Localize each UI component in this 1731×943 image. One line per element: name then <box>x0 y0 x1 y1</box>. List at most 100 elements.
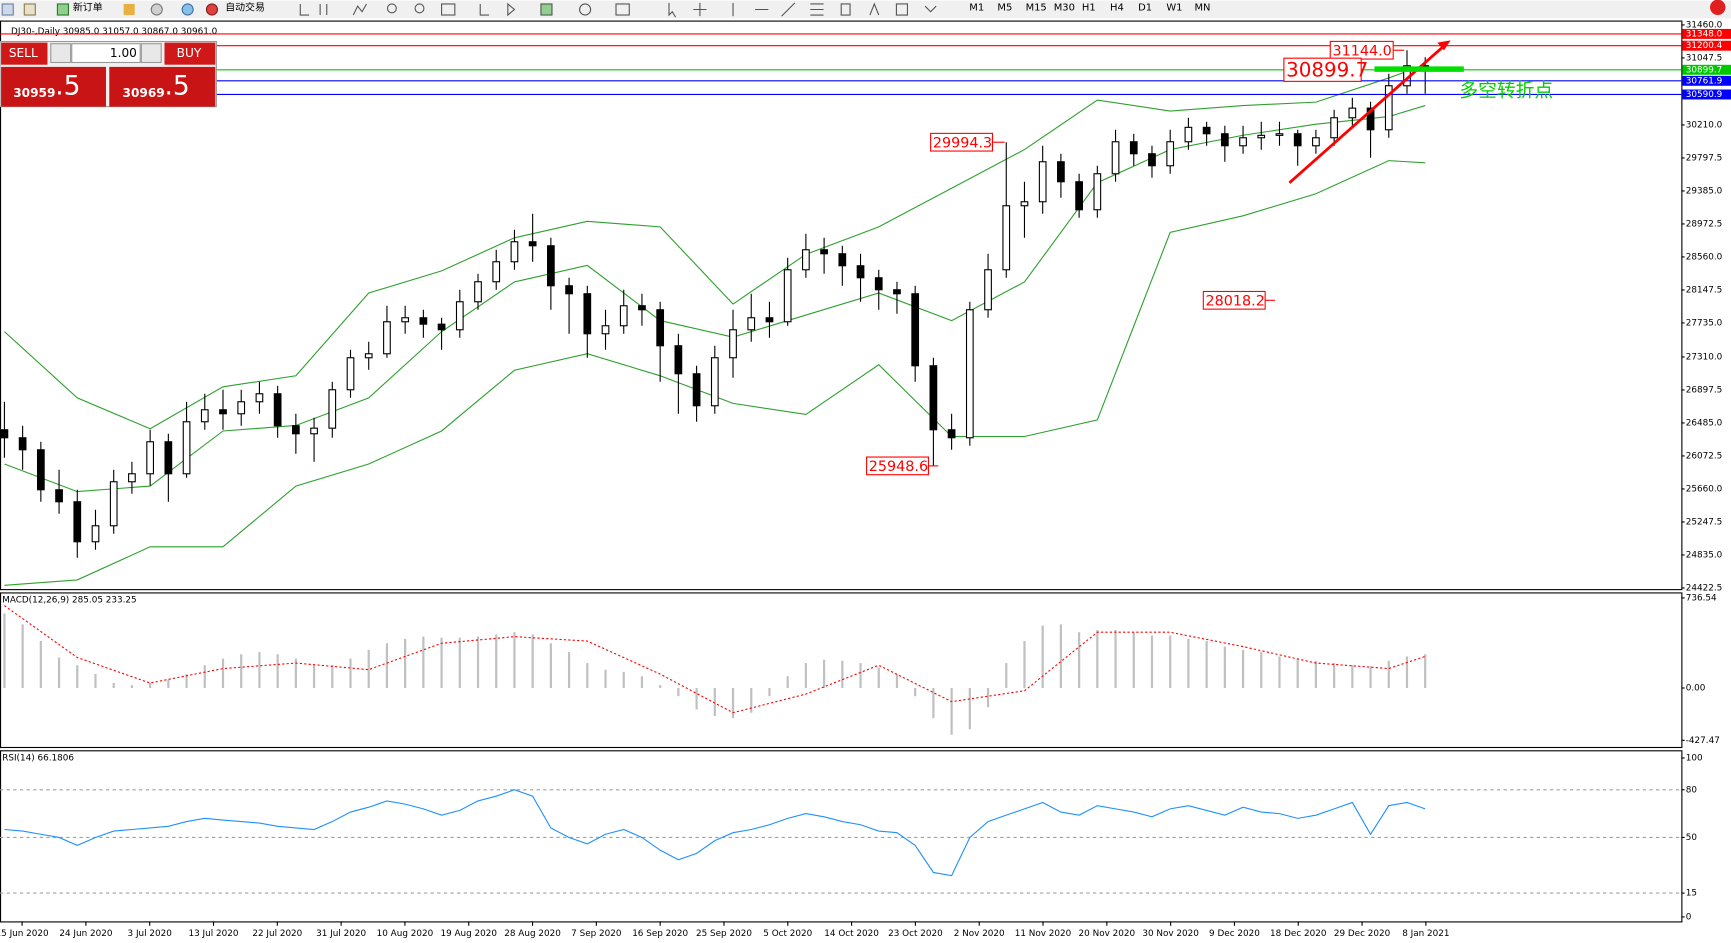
volume-up[interactable] <box>140 43 162 64</box>
macd-bar <box>167 679 170 689</box>
icon[interactable] <box>414 3 425 14</box>
y-tick-label: 26072.5 <box>1686 451 1723 461</box>
icon[interactable] <box>615 3 630 16</box>
y-tick-label: 27735.0 <box>1686 318 1723 328</box>
macd-bar <box>1351 665 1354 689</box>
macd-bar <box>986 688 990 708</box>
sell-button[interactable] <box>1 42 48 65</box>
macd-bar <box>1314 660 1318 689</box>
macd-bar <box>1205 641 1208 689</box>
icon[interactable] <box>386 3 397 14</box>
icon[interactable] <box>441 3 456 16</box>
macd-bar <box>804 663 807 689</box>
icon[interactable] <box>1 3 14 16</box>
candle-body <box>346 357 355 391</box>
macd-bar <box>240 654 243 689</box>
candle-body <box>164 441 173 475</box>
volume[interactable]: 1.00 <box>110 46 137 60</box>
icon[interactable] <box>123 3 135 16</box>
alert-icon[interactable] <box>1710 0 1726 16</box>
macd-bar <box>1187 638 1190 689</box>
macd-bar <box>677 688 680 697</box>
period-button[interactable]: M15 <box>1026 2 1047 13</box>
period-button[interactable]: M30 <box>1054 2 1075 13</box>
arrow-head <box>1437 40 1451 51</box>
period-button[interactable]: M5 <box>997 2 1012 13</box>
period-button[interactable]: H1 <box>1082 2 1096 13</box>
candle-body <box>1075 181 1083 211</box>
macd-bar <box>112 682 115 689</box>
volume-down[interactable] <box>50 43 72 64</box>
y-tick-label: 24835.0 <box>1686 550 1723 560</box>
x-tick-label: 22 Jul 2020 <box>252 929 302 939</box>
bid-main[interactable]: 30959 <box>13 86 55 100</box>
icon-new-order[interactable] <box>56 3 69 16</box>
x-tick-label: 16 Sep 2020 <box>632 929 688 939</box>
volume-box[interactable] <box>71 43 141 64</box>
candle-body <box>656 309 665 347</box>
macd-bar <box>276 654 279 689</box>
macd-bar <box>57 657 61 689</box>
ask-pip[interactable]: .5 <box>164 70 189 101</box>
y-tick-label: 24422.5 <box>1686 583 1723 593</box>
candle-body <box>783 269 792 323</box>
annotation-label: 31144.0 <box>1332 43 1391 59</box>
macd-bar <box>531 634 534 689</box>
annotation-box <box>866 456 929 476</box>
icon[interactable] <box>479 2 516 17</box>
candle-body <box>255 393 264 403</box>
macd-bar <box>786 676 789 689</box>
icon[interactable] <box>540 3 553 16</box>
pivot-note: 多空转折点 <box>1459 80 1553 102</box>
candle-body <box>383 321 391 355</box>
candle-body <box>109 481 118 527</box>
x-tick-label: 5 Oct 2020 <box>763 929 812 939</box>
bid-pip[interactable]: .5 <box>55 70 80 101</box>
annotation-label: 29994.3 <box>933 135 992 151</box>
icon[interactable] <box>668 2 937 18</box>
macd-bar <box>495 634 498 689</box>
y-tick-label: 15 <box>1686 889 1697 899</box>
period-button[interactable]: H4 <box>1110 2 1124 13</box>
candle-body <box>18 437 27 451</box>
period-button[interactable]: W1 <box>1166 2 1182 13</box>
ask-box[interactable] <box>109 66 216 107</box>
new-order[interactable]: 新订单 <box>73 0 103 13</box>
x-tick-label: 10 Aug 2020 <box>377 929 434 939</box>
buy-button[interactable] <box>164 42 216 65</box>
icon-auto-trading[interactable] <box>205 3 219 16</box>
ask-main[interactable]: 30969 <box>123 86 165 100</box>
candle-body <box>565 285 573 295</box>
icon[interactable] <box>181 3 194 16</box>
period-button[interactable]: D1 <box>1138 2 1152 13</box>
macd-bar <box>877 667 880 689</box>
icon[interactable] <box>579 3 592 16</box>
level-tag <box>1682 75 1731 86</box>
buy-label[interactable]: BUY <box>177 46 202 60</box>
period-button[interactable]: M1 <box>969 2 984 13</box>
x-tick-label: 29 Dec 2020 <box>1334 929 1391 939</box>
icon[interactable] <box>352 3 367 16</box>
candle-body <box>947 429 956 439</box>
macd-bar <box>549 643 552 689</box>
macd-bar <box>422 636 425 689</box>
candle-body <box>182 421 191 475</box>
candle-body <box>1111 141 1120 175</box>
candle-body <box>692 373 701 407</box>
annotation-label: 28018.2 <box>1206 293 1265 309</box>
macd-bar <box>1260 652 1263 689</box>
bid-box[interactable] <box>1 66 106 107</box>
icon[interactable] <box>23 3 36 16</box>
toolbar-icons <box>299 2 937 18</box>
icon[interactable] <box>299 3 328 16</box>
sell-label[interactable]: SELL <box>9 46 38 60</box>
auto-trading[interactable]: 自动交易 <box>225 0 265 13</box>
macd-bar <box>822 659 826 689</box>
period-button[interactable]: MN <box>1194 2 1210 13</box>
candle-body <box>474 281 482 303</box>
x-tick-label: 11 Nov 2020 <box>1015 929 1072 939</box>
icon[interactable] <box>150 3 163 16</box>
candle-body <box>965 309 974 439</box>
